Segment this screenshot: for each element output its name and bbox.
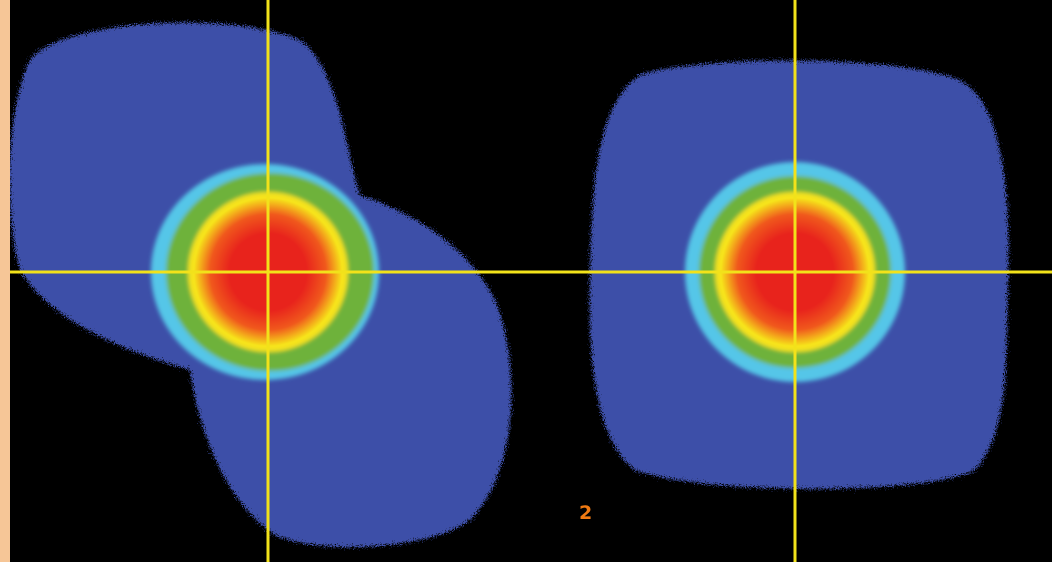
crosshairs bbox=[8, 0, 1052, 562]
page-edge-strip bbox=[0, 0, 10, 562]
right-beam-profile bbox=[589, 60, 1009, 489]
page-number: 2 bbox=[579, 502, 593, 524]
left-beam-profile bbox=[9, 22, 512, 548]
